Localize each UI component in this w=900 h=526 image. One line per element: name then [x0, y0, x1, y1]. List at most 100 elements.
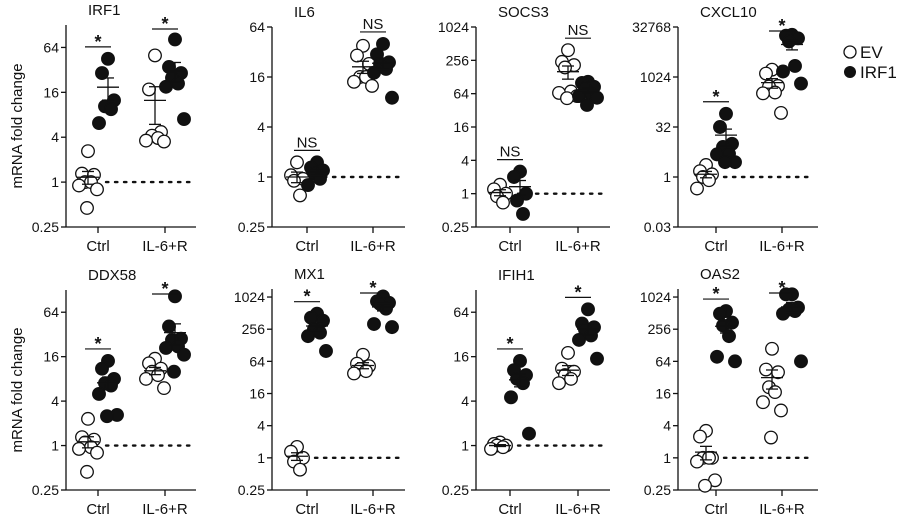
- data-point-irf1: [522, 426, 536, 441]
- legend: EV IRF1: [843, 43, 897, 82]
- y-tick-label: 0.25: [238, 482, 265, 498]
- y-tick-label: 1: [461, 186, 469, 202]
- y-tick-label: 16: [43, 349, 59, 365]
- data-point-ev: [690, 454, 704, 469]
- panel-il6: 0.25 1 4 16 64 Ctrl IL-6+R IL6 NS NS: [238, 4, 405, 255]
- panel-title: IRF1: [88, 2, 121, 19]
- y-tick-label: 4: [461, 152, 469, 168]
- y-tick-label: 4: [257, 418, 265, 434]
- data-point-ev: [496, 440, 510, 455]
- data-point-ev: [496, 195, 510, 210]
- panels: 0.25 1 4 16 64 Ctrl IL-6+R IRF1 mRNA fold change…: [9, 2, 818, 518]
- y-tick-label: 0.25: [644, 482, 671, 498]
- data-point-irf1: [572, 332, 586, 347]
- significance-label: *: [712, 284, 719, 304]
- significance-label: NS: [568, 22, 589, 39]
- data-point-irf1: [782, 34, 796, 49]
- data-point-irf1: [776, 306, 790, 321]
- data-point-irf1: [95, 66, 109, 81]
- legend-label-irf1: IRF1: [860, 63, 897, 82]
- x-tick-label: Ctrl: [86, 238, 109, 255]
- y-tick-label: 0.25: [238, 219, 265, 235]
- y-tick-label: 1: [257, 450, 265, 466]
- data-point-irf1: [776, 64, 790, 79]
- x-tick-label: Ctrl: [498, 501, 521, 518]
- y-axis-label: mRNA fold change: [9, 63, 26, 188]
- data-point-irf1: [510, 193, 524, 208]
- data-point-ev: [80, 464, 94, 479]
- y-tick-label: 64: [249, 19, 265, 35]
- data-point-ev: [72, 178, 86, 193]
- data-point-ev: [148, 48, 162, 63]
- data-point-irf1: [794, 76, 808, 91]
- data-point-ev: [293, 188, 307, 203]
- data-point-ev: [561, 43, 575, 58]
- panel-irf1: 0.25 1 4 16 64 Ctrl IL-6+R IRF1 mRNA fold change…: [9, 2, 196, 255]
- data-point-irf1: [385, 90, 399, 105]
- y-tick-label: 4: [257, 119, 265, 135]
- y-tick-label: 64: [453, 86, 469, 102]
- data-point-irf1: [177, 347, 191, 362]
- data-point-irf1: [367, 317, 381, 331]
- significance-label: *: [161, 14, 168, 34]
- y-tick-label: 4: [663, 418, 671, 434]
- panel-title: IFIH1: [498, 267, 535, 284]
- data-point-ev: [142, 82, 156, 97]
- data-point-ev: [768, 385, 782, 400]
- data-point-irf1: [168, 289, 182, 304]
- y-tick-label: 0.25: [32, 219, 59, 235]
- data-point-ev: [764, 430, 778, 445]
- significance-label: NS: [363, 16, 384, 33]
- x-tick-label: Ctrl: [86, 501, 109, 518]
- data-point-ev: [365, 78, 379, 93]
- x-tick-label: IL-6+R: [555, 501, 601, 518]
- data-point-ev: [552, 376, 566, 391]
- y-tick-label: 1: [663, 169, 671, 185]
- data-point-irf1: [159, 79, 173, 94]
- y-tick-label: 0.03: [644, 219, 671, 235]
- data-point-ev: [698, 478, 712, 493]
- data-point-ev: [702, 450, 716, 465]
- legend-marker-ev: [843, 45, 857, 59]
- y-tick-label: 1: [663, 450, 671, 466]
- data-point-ev: [290, 155, 304, 170]
- data-point-irf1: [580, 98, 594, 112]
- data-point-ev: [347, 366, 361, 381]
- significance-label: NS: [297, 134, 318, 151]
- y-tick-label: 1024: [640, 69, 671, 85]
- data-point-ev: [293, 462, 307, 477]
- legend-label-ev: EV: [860, 43, 883, 62]
- panel-title: DDX58: [88, 267, 136, 284]
- data-point-ev: [72, 441, 86, 456]
- data-point-irf1: [313, 325, 327, 340]
- y-tick-label: 32768: [632, 19, 671, 35]
- data-point-irf1: [171, 76, 185, 91]
- y-tick-label: 16: [453, 349, 469, 365]
- panel-title: OAS2: [700, 266, 740, 283]
- y-tick-label: 64: [453, 304, 469, 320]
- data-point-ev: [756, 86, 770, 101]
- data-point-ev: [80, 201, 94, 215]
- data-point-ev: [139, 371, 153, 386]
- significance-label: *: [369, 278, 376, 298]
- data-point-irf1: [713, 306, 727, 321]
- data-point-irf1: [504, 390, 518, 405]
- data-point-ev: [561, 345, 575, 360]
- data-point-irf1: [379, 301, 393, 316]
- x-tick-label: Ctrl: [704, 501, 727, 518]
- panel-mx1: 0.25 1 4 16 64 256 1024 Ctrl IL-6+R MX1 * *: [234, 266, 405, 518]
- data-point-irf1: [92, 116, 106, 130]
- y-tick-label: 64: [43, 304, 59, 320]
- data-point-ev: [90, 445, 104, 460]
- data-point-ev: [157, 381, 171, 396]
- x-tick-label: IL-6+R: [142, 501, 188, 518]
- y-tick-label: 16: [249, 386, 265, 402]
- data-point-irf1: [794, 354, 808, 369]
- data-point-ev: [756, 395, 770, 410]
- panel-socs3: 0.25 1 4 16 64 256 1024 Ctrl IL-6+R SOCS3 NS NS: [438, 4, 610, 255]
- significance-label: *: [94, 334, 101, 354]
- x-tick-label: IL-6+R: [350, 501, 396, 518]
- y-tick-label: 4: [461, 393, 469, 409]
